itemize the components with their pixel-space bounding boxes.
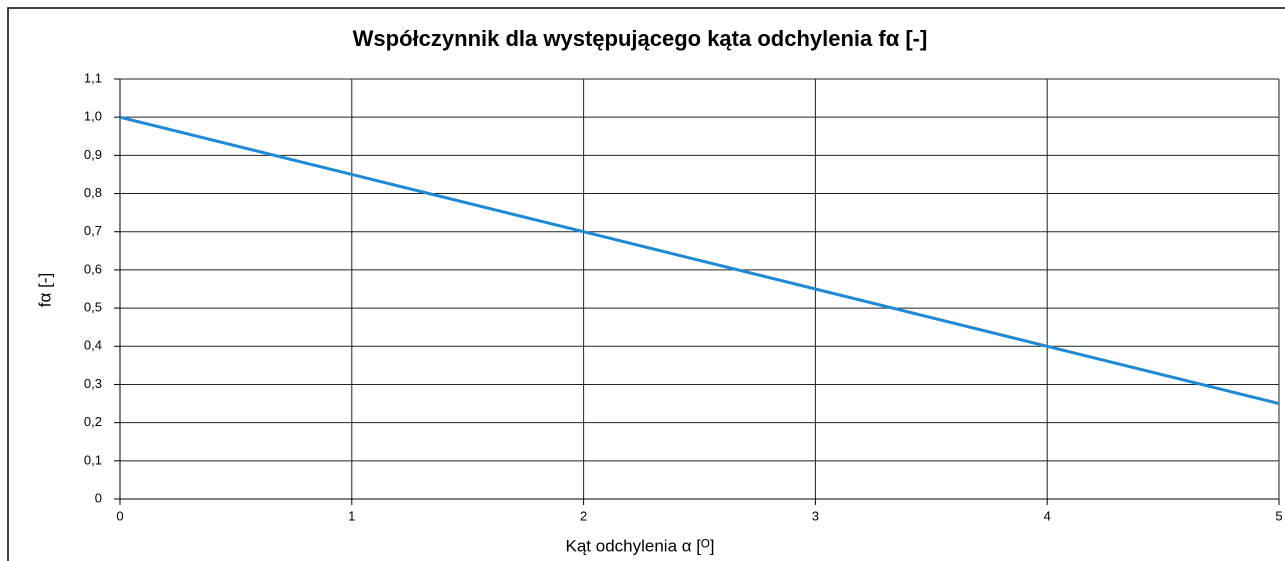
y-tick-label: 0,2 [84,414,102,429]
x-tick-label: 2 [580,508,587,523]
y-tick-label: 0,3 [84,376,102,391]
y-tick-label: 0,6 [84,261,102,276]
x-tick-label: 5 [1275,508,1282,523]
y-tick-label: 0,1 [84,452,102,467]
y-axis-label: fα [-] [35,273,54,307]
x-axis-label: Kąt odchylenia α [ᴼ] [566,536,715,555]
y-tick-label: 0,8 [84,185,102,200]
y-tick-label: 0,5 [84,300,102,315]
y-tick-label: 1,1 [84,70,102,85]
y-tick-label: 0,4 [84,338,102,353]
x-tick-label: 1 [348,508,355,523]
x-tick-label: 3 [812,508,819,523]
y-tick-label: 0 [95,490,102,505]
data-line [119,115,1280,406]
y-tick-label: 0,9 [84,147,102,162]
y-tick-label: 0,7 [84,223,102,238]
y-tick-label: 1,0 [84,109,102,124]
x-tick-label: 0 [116,508,123,523]
frame [7,7,1285,561]
chart-title: Współczynnik dla występującego kąta odch… [353,26,928,51]
x-tick-label: 4 [1044,508,1051,523]
